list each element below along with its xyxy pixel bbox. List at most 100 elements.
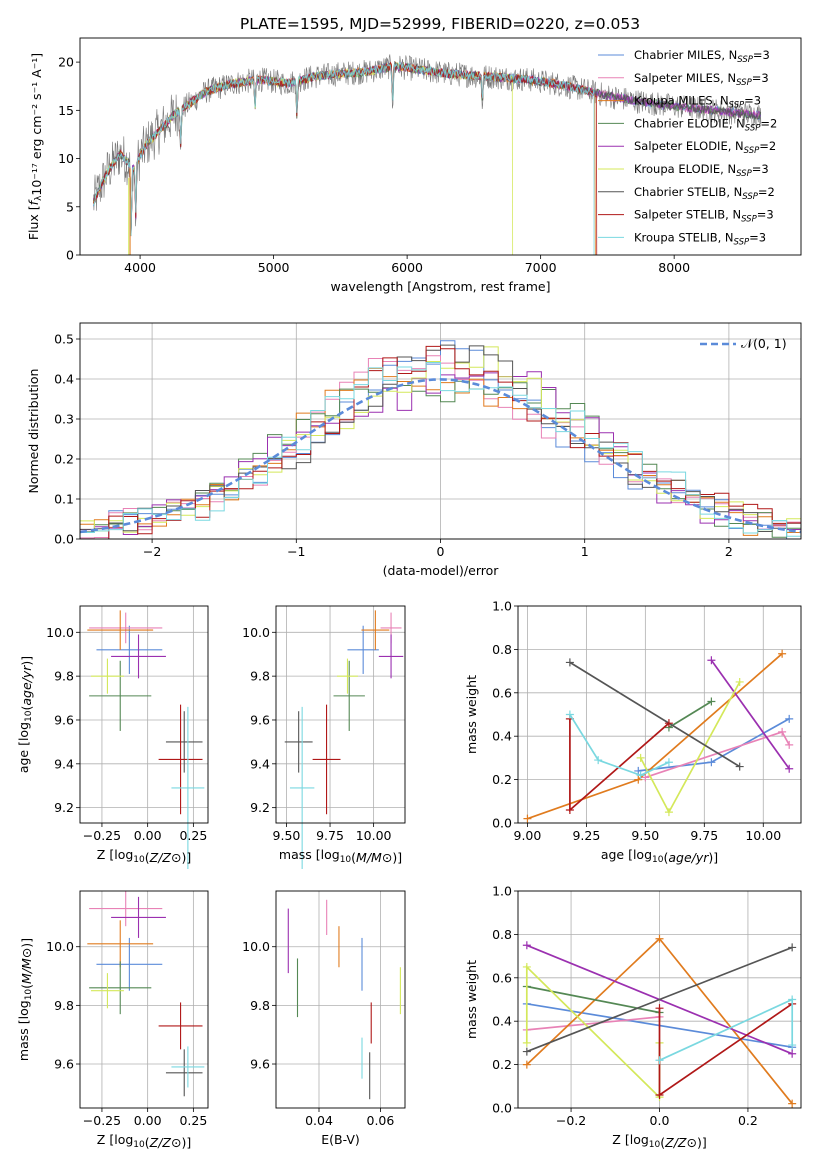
legend-text: Salpeter STELIB, N xyxy=(634,208,741,222)
y-tick-label: 0.4 xyxy=(54,372,74,387)
x-tick-label: 9.50 xyxy=(631,828,659,843)
model-spectrum-line xyxy=(92,61,595,255)
weight-series-line xyxy=(639,681,741,814)
y-tick-label: 5 xyxy=(66,199,74,214)
label-part: Z/Z⊙ xyxy=(149,850,182,865)
weight-point-marker xyxy=(735,677,744,686)
legend-text: Chabrier MILES, N xyxy=(634,48,737,62)
label-part: wavelength [Angstrom, rest frame] xyxy=(330,279,550,294)
weight-point-marker xyxy=(664,719,673,728)
label-part: ( xyxy=(145,1135,150,1150)
x-tick-label: 7000 xyxy=(525,260,557,275)
weight-point-marker xyxy=(655,1056,664,1065)
legend-text: =3 xyxy=(752,71,769,85)
label-part: log xyxy=(630,1132,649,1147)
y-tick-label: 9.8 xyxy=(54,669,74,684)
y-tick-label: 15 xyxy=(58,103,74,118)
legend-text: =3 xyxy=(749,230,766,244)
legend-text: =2 xyxy=(758,185,775,199)
y-tick-label: 9.6 xyxy=(54,712,74,727)
y-axis-label: mass weight xyxy=(464,675,479,754)
label-part: ( xyxy=(145,850,150,865)
y-axis-label: mass weight xyxy=(464,960,479,1039)
weight-point-marker xyxy=(707,656,716,665)
x-tick-label: 0.25 xyxy=(179,828,207,843)
x-tick-label: 9.50 xyxy=(273,828,301,843)
label-part: Z [ xyxy=(97,847,114,862)
axes-frame xyxy=(517,890,802,1109)
legend-subscript: SSP xyxy=(744,146,760,156)
legend-subscript: SSP xyxy=(741,215,757,225)
x-tick-label: 9.75 xyxy=(690,828,718,843)
label-part: log xyxy=(16,722,31,741)
label-part: Flux [ xyxy=(26,205,41,240)
legend-subscript: SSP xyxy=(729,101,745,111)
label-subscript: 10 xyxy=(133,1140,145,1150)
legend-subscript: SSP xyxy=(734,237,750,247)
legend-text: Chabrier ELODIE, N xyxy=(634,116,745,130)
x-tick-label: 10.00 xyxy=(745,828,781,843)
weight-point-marker xyxy=(523,814,532,823)
panel-spectrum: 4000 5000 6000 7000 8000 0 5 10 15 20 wavelength [… xyxy=(26,37,802,294)
y-tick-label: 0.0 xyxy=(492,1101,512,1116)
weight-point-marker xyxy=(785,764,794,773)
legend-label: Chabrier MILES, NSSP=3 xyxy=(634,48,770,65)
weight-point-marker xyxy=(641,773,650,782)
y-tick-label: 10.0 xyxy=(242,939,270,954)
y-tick-label: 9.4 xyxy=(250,756,270,771)
weight-point-marker xyxy=(788,1041,797,1050)
y-tick-label: 9.6 xyxy=(54,1057,74,1072)
weight-series-line xyxy=(569,714,670,777)
weight-point-marker xyxy=(664,758,673,767)
y-tick-label: 0.4 xyxy=(492,729,512,744)
y-tick-label: 0.4 xyxy=(492,1014,512,1029)
weight-series-line xyxy=(668,700,712,729)
weight-point-marker xyxy=(788,1049,797,1058)
axes-frame xyxy=(275,605,406,824)
y-tick-label: 10.0 xyxy=(46,625,74,640)
label-subscript: 10 xyxy=(652,855,664,865)
y-axis-label: mass [log10(M/M⊙)] xyxy=(16,938,34,1061)
legend: 𝒩(0, 1) xyxy=(700,336,787,351)
label-subscript: λ xyxy=(34,195,44,201)
legend-subscript: SSP xyxy=(742,192,758,202)
legend-text: Kroupa MILES, N xyxy=(634,94,729,108)
legend-subscript: SSP xyxy=(736,169,752,179)
y-axis-label: Flux [fλ10⁻¹⁷ erg cm⁻² s⁻¹ A⁻¹] xyxy=(26,53,44,240)
legend-text: =3 xyxy=(744,94,761,108)
y-tick-label: 1.0 xyxy=(492,884,512,899)
label-part: )] xyxy=(19,656,34,666)
y-tick-label: 0.6 xyxy=(492,685,512,700)
x-tick-label: 0.04 xyxy=(305,1113,333,1128)
histogram-steps xyxy=(80,362,801,539)
weight-point-marker xyxy=(655,1004,664,1013)
legend-label: Kroupa MILES, NSSP=3 xyxy=(634,94,761,111)
legend-text: Salpeter MILES, N xyxy=(634,71,736,85)
label-part: Normed distribution xyxy=(26,369,41,494)
label-part: )] xyxy=(19,938,34,948)
y-tick-label: 10.0 xyxy=(242,625,270,640)
label-part: M/M⊙ xyxy=(19,948,34,984)
x-tick-label: 8000 xyxy=(658,260,690,275)
legend-text: Chabrier STELIB, N xyxy=(634,185,742,199)
weight-point-marker xyxy=(636,753,645,762)
x-tick-label: 9.25 xyxy=(572,828,600,843)
axes-frame xyxy=(517,605,802,824)
panel-mass-vs-Z: −0.25 0.00 0.259.69.810.0Z [log10(Z/Z⊙)]ma… xyxy=(16,890,209,1150)
label-subscript: 10 xyxy=(24,710,34,722)
x-axis-label: E(B-V) xyxy=(321,1132,360,1147)
label-part: age/yr xyxy=(668,850,709,865)
x-tick-label: 0.00 xyxy=(134,1113,162,1128)
weight-point-marker xyxy=(788,1099,797,1108)
x-axis-label: Z [log10(Z/Z⊙)] xyxy=(612,1132,706,1150)
weight-point-marker xyxy=(522,962,531,971)
label-part: Z [ xyxy=(97,1132,114,1147)
weight-point-marker xyxy=(785,714,794,723)
panel-age-vs-Z: −0.25 0.00 0.259.29.49.69.810.0Z [log10(Z/… xyxy=(16,605,209,870)
weight-point-marker xyxy=(707,697,716,706)
y-tick-label: 20 xyxy=(58,55,74,70)
weight-series-line xyxy=(525,964,661,1100)
y-tick-label: 10 xyxy=(58,151,74,166)
legend-text: Salpeter ELODIE, N xyxy=(634,139,744,153)
x-tick-label: 0.0 xyxy=(650,1113,670,1128)
